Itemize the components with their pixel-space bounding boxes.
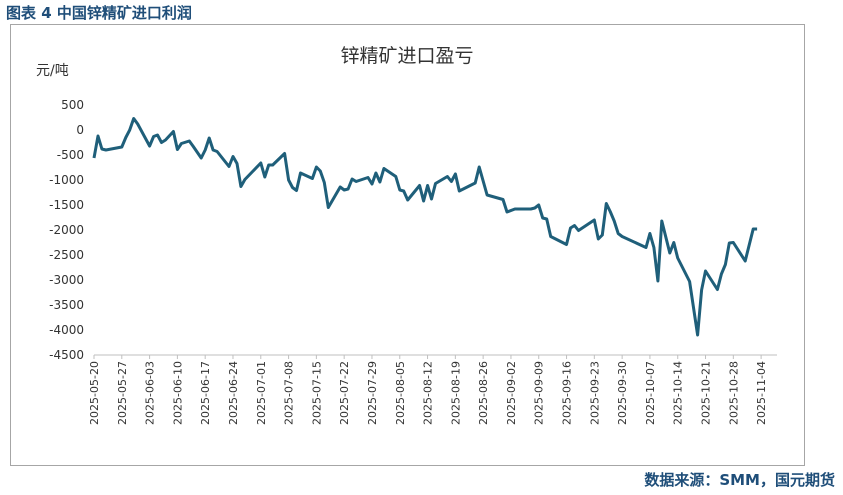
x-tick-label: 2025-06-24 <box>227 361 240 425</box>
x-tick-label: 2025-07-22 <box>338 361 351 425</box>
chart-title: 锌精矿进口盈亏 <box>340 45 473 67</box>
x-tick-label: 2025-07-15 <box>310 361 323 425</box>
figure-caption: 图表 4 中国锌精矿进口利润 <box>6 4 192 22</box>
x-tick-label: 2025-09-02 <box>505 361 518 425</box>
y-tick-label: -2500 <box>49 248 84 262</box>
y-tick-label: 0 <box>76 123 84 137</box>
x-tick-label: 2025-09-30 <box>616 361 629 425</box>
x-tick-label: 2025-09-23 <box>588 361 601 425</box>
chart-panel: 锌精矿进口盈亏 元/吨 500 0 -500 -1000 -1500 -2000 -2500… <box>10 24 805 466</box>
y-axis: 500 0 -500 -1000 -1500 -2000 -2500 -3000 -3500 -4… <box>49 98 84 362</box>
x-tick-label: 2025-08-26 <box>477 361 490 425</box>
x-tick-label: 2025-08-05 <box>394 361 407 425</box>
y-tick-label: -2000 <box>49 223 84 237</box>
x-axis: 2025-05-20 2025-05-27 2025-06-03 2025-06-10… <box>88 354 777 425</box>
y-tick-label: -1500 <box>49 198 84 212</box>
y-axis-unit-label: 元/吨 <box>36 63 69 79</box>
x-tick-label: 2025-07-29 <box>366 361 379 425</box>
x-tick-label: 2025-06-03 <box>144 361 157 425</box>
x-tick-label: 2025-06-17 <box>199 361 212 425</box>
x-tick-label: 2025-05-27 <box>116 361 129 425</box>
x-tick-label: 2025-06-10 <box>171 361 184 425</box>
x-tick-label: 2025-05-20 <box>88 361 101 425</box>
x-tick-label: 2025-09-16 <box>561 361 574 425</box>
y-tick-label: -3500 <box>49 298 84 312</box>
y-tick-label: -500 <box>57 148 84 162</box>
x-tick-label: 2025-08-19 <box>449 361 462 425</box>
x-tick-label: 2025-11-04 <box>755 361 768 425</box>
x-tick-label: 2025-10-07 <box>644 361 657 425</box>
y-tick-label: -4500 <box>49 348 84 362</box>
x-tick-label: 2025-07-08 <box>283 361 296 425</box>
x-tick-label: 2025-09-09 <box>533 361 546 425</box>
y-tick-label: 500 <box>61 98 84 112</box>
x-tick-label: 2025-08-12 <box>422 361 435 425</box>
chart-svg: 锌精矿进口盈亏 元/吨 500 0 -500 -1000 -1500 -2000 -2500… <box>36 45 777 425</box>
series-line <box>92 117 758 337</box>
plot-area <box>92 117 758 337</box>
x-tick-label: 2025-07-01 <box>255 361 268 425</box>
data-source-note: 数据来源：SMM，国元期货 <box>644 471 835 489</box>
x-tick-label: 2025-10-28 <box>727 361 740 425</box>
x-tick-label: 2025-10-21 <box>700 361 713 425</box>
y-tick-label: -1000 <box>49 173 84 187</box>
y-tick-label: -3000 <box>49 273 84 287</box>
y-tick-label: -4000 <box>49 323 84 337</box>
x-tick-label: 2025-10-14 <box>672 361 685 425</box>
